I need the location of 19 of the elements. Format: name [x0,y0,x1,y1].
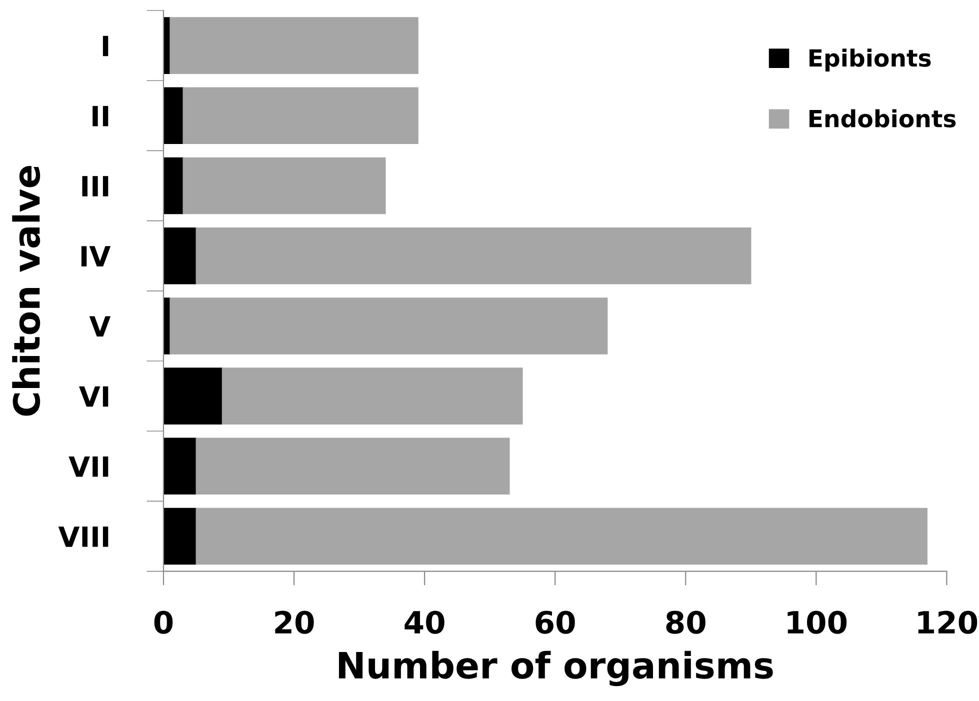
y-tick-label: IV [81,246,111,266]
legend-label: Epibionts [810,48,931,72]
y-tick-label: VI [79,386,108,407]
x-tick-label: 40 [404,610,444,634]
x-tick-label: 0 [154,610,173,634]
legend-label: Endobionts [810,109,956,128]
x-axis-title: Number of organisms [338,650,773,686]
y-tick-label: VII [68,456,108,477]
y-tick-label: VIII [58,526,108,547]
x-tick-label: 60 [536,610,575,634]
y-tick-label: I [102,36,108,56]
y-axis-title: Chiton valve [12,166,40,416]
y-tick-label: II [92,106,108,126]
y-tick-label: III [82,176,108,196]
x-tick-label: 120 [918,610,978,634]
x-tick-label: 80 [666,610,706,634]
x-tick-label: 100 [788,610,847,634]
x-tick-label: 20 [275,610,314,634]
y-tick-label: V [89,316,111,337]
